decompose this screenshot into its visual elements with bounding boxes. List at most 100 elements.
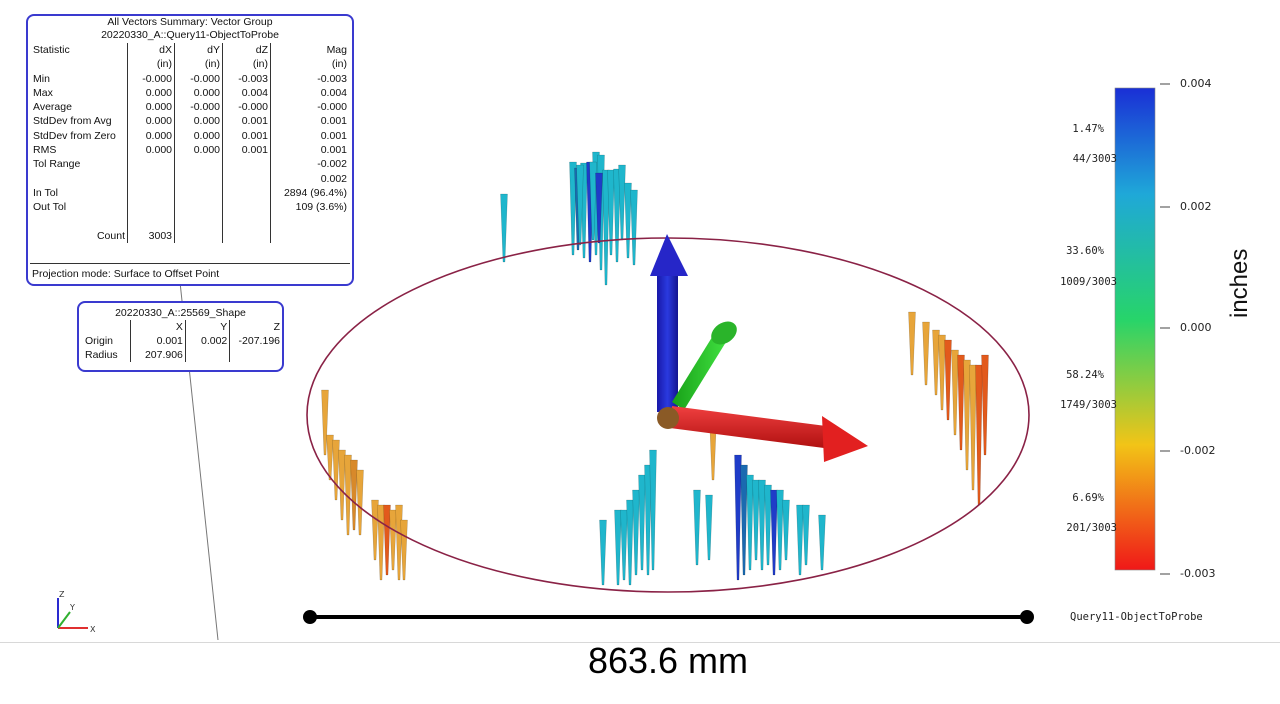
summary-units-row: (in) (in) (in) (in) (31, 57, 349, 72)
colorbar-tick-label: 0.000 (1180, 321, 1212, 334)
scale-bar-right-end (1020, 610, 1034, 624)
bin-count: 201/3003 (1066, 522, 1117, 534)
vector-pin (389, 509, 397, 571)
x-axis-head (822, 416, 868, 462)
shape-title: 20220330_A::25569_Shape (115, 307, 246, 319)
vector-pin (740, 464, 748, 576)
vector-pin (969, 364, 977, 491)
bin-count: 1009/3003 (1060, 276, 1117, 288)
vector-pin (383, 504, 391, 576)
summary-table: Statistic dX dY dZ Mag (in) (in) (in) (i… (31, 43, 349, 244)
vector-pin (595, 172, 603, 244)
colorbar-tick-label: 0.004 (1180, 77, 1212, 90)
vector-pin (356, 469, 364, 536)
vector-pin (957, 354, 965, 451)
axis-icon-z: Z (59, 590, 65, 599)
vector-pin (922, 321, 930, 386)
vector-pin (602, 169, 610, 286)
y-axis-head (711, 321, 737, 345)
vector-pin (400, 519, 408, 581)
vector-pin (938, 334, 946, 411)
bin-percent: 33.60% (1066, 245, 1104, 257)
projection-mode: Projection mode: Surface to Offset Point (32, 268, 220, 280)
summary-row: Count 3003 (31, 228, 349, 244)
vector-pin (613, 168, 621, 263)
bin-count: 44/3003 (1072, 153, 1117, 165)
summary-title: All Vectors Summary: Vector Group (107, 16, 273, 28)
vector-pin (802, 504, 810, 566)
summary-subtitle: 20220330_A::Query11-ObjectToProbe (101, 29, 279, 41)
coordinate-triad (650, 234, 868, 462)
axis-icon-y: Y (69, 603, 75, 612)
vector-pin (371, 499, 379, 561)
vector-pin (620, 509, 628, 581)
summary-row: Min -0.000 -0.000 -0.003 -0.003 (33, 71, 349, 86)
summary-row: Out Tol 109 (3.6%) (33, 200, 349, 215)
scale-bar-label: 863.6 mm (587, 640, 749, 681)
bin-count: 1749/3003 (1060, 399, 1117, 411)
deviation-vectors (321, 151, 989, 586)
vector-pin (344, 454, 352, 536)
vector-pin (693, 489, 701, 566)
vector-summary-panel[interactable]: All Vectors Summary: Vector Group 202203… (26, 14, 354, 286)
summary-row (31, 214, 349, 229)
z-axis-shaft (657, 272, 678, 412)
bin-percent: 1.47% (1072, 123, 1104, 135)
vector-pin (764, 484, 772, 566)
vector-pin (649, 449, 657, 571)
summary-header-row: Statistic dX dY dZ Mag (33, 43, 349, 58)
vector-pin (377, 504, 385, 581)
vector-pin (638, 474, 646, 571)
summary-row: StdDev from Zero 0.000 0.000 0.001 0.001 (33, 128, 349, 144)
colorbar-tick-label: 0.002 (1180, 200, 1212, 213)
vector-pin (569, 161, 577, 256)
summary-row: Average 0.000 -0.000 -0.000 -0.000 (33, 100, 349, 115)
colorbar-unit: inches (1226, 248, 1253, 318)
shape-origin-row: Origin 0.001 0.002 -207.196 (85, 334, 282, 348)
bin-percent: 58.24% (1066, 369, 1104, 381)
shape-table: X Y Z Origin 0.001 0.002 -207.196 Radius… (83, 320, 282, 362)
vector-pin (734, 454, 742, 581)
vector-pin (746, 474, 754, 571)
summary-row: StdDev from Avg 0.000 0.000 0.001 0.001 (33, 114, 349, 129)
x-axis-shaft (670, 406, 826, 448)
vector-pin (618, 164, 626, 241)
vector-pin (626, 499, 634, 586)
bin-percent: 6.69% (1072, 492, 1104, 504)
triad-origin (657, 407, 679, 429)
shape-panel[interactable]: 20220330_A::25569_Shape X Y Z Origin 0.0… (77, 301, 284, 372)
vector-pin (782, 499, 790, 561)
shape-radius-row: Radius 207.906 (83, 348, 282, 362)
vector-pin (752, 479, 760, 561)
summary-row: In Tol 2894 (96.4%) (33, 185, 349, 201)
summary-row: 0.002 (31, 171, 349, 186)
colorbar-tick-label: -0.003 (1180, 567, 1216, 580)
vector-pin (624, 182, 632, 259)
vector-pin (951, 349, 959, 436)
vector-pin (589, 161, 597, 241)
axis-icon: Z Y X (57, 590, 96, 634)
summary-row: Max 0.000 0.000 0.004 0.004 (33, 85, 349, 101)
vector-pin (932, 329, 940, 396)
vector-pin (758, 479, 766, 571)
vector-pin (776, 489, 784, 571)
vector-pin (326, 434, 334, 481)
vector-pin (321, 389, 329, 456)
y-axis-shaft (672, 334, 726, 410)
vector-pin (818, 514, 826, 571)
summary-divider (30, 263, 350, 264)
vector-pin (614, 509, 622, 586)
vector-pin (599, 519, 607, 586)
query-name-label: Query11-ObjectToProbe (1070, 611, 1203, 623)
colorbar (1114, 87, 1156, 571)
summary-row: RMS 0.000 0.000 0.001 0.001 (33, 143, 349, 158)
vector-pin (963, 359, 971, 471)
summary-row: Tol Range -0.002 (33, 157, 349, 172)
vector-pin (632, 489, 640, 576)
vector-pin (338, 449, 346, 521)
vector-pin (630, 189, 638, 266)
vector-pin (500, 193, 508, 263)
vector-pin (332, 439, 340, 501)
vector-pin (607, 169, 615, 256)
